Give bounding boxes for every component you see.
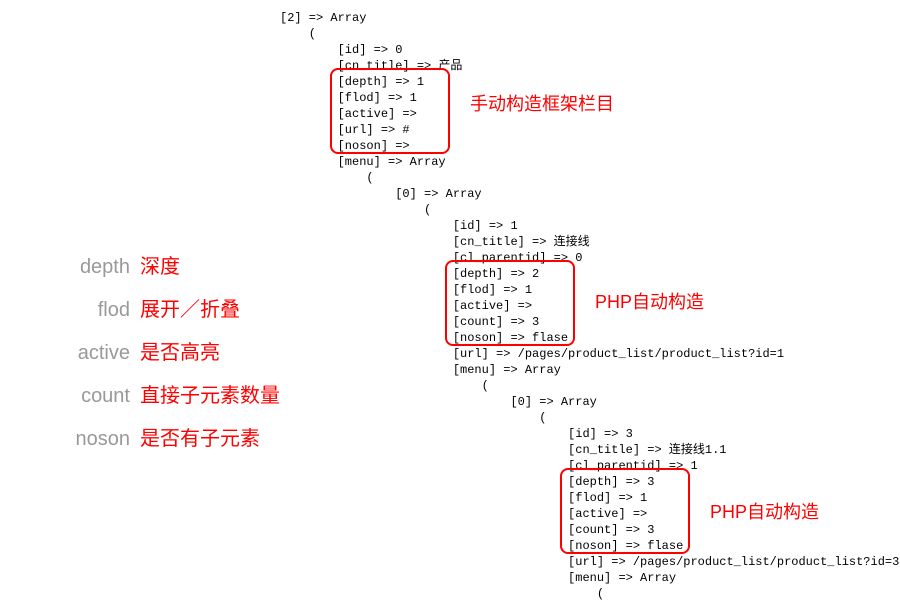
legend-value: 深度 bbox=[140, 250, 180, 279]
legend-row: depth 深度 bbox=[40, 250, 280, 279]
legend-row: count 直接子元素数量 bbox=[40, 379, 280, 408]
annotation-label: 手动构造框架栏目 bbox=[470, 90, 614, 116]
annotation-label: PHP自动构造 bbox=[710, 498, 819, 524]
legend-value: 是否有子元素 bbox=[140, 422, 260, 451]
legend-value: 直接子元素数量 bbox=[140, 379, 280, 408]
legend: depth 深度 flod 展开／折叠 active 是否高亮 count 直接子元素数量 no… bbox=[40, 250, 280, 465]
legend-key: active bbox=[40, 342, 130, 365]
legend-key: depth bbox=[40, 256, 130, 279]
legend-key: flod bbox=[40, 299, 130, 322]
legend-row: active 是否高亮 bbox=[40, 336, 280, 365]
legend-row: noson 是否有子元素 bbox=[40, 422, 280, 451]
legend-value: 是否高亮 bbox=[140, 336, 220, 365]
annotation-label: PHP自动构造 bbox=[595, 288, 704, 314]
legend-key: noson bbox=[40, 428, 130, 451]
legend-value: 展开／折叠 bbox=[140, 293, 240, 322]
legend-key: count bbox=[40, 385, 130, 408]
legend-row: flod 展开／折叠 bbox=[40, 293, 280, 322]
